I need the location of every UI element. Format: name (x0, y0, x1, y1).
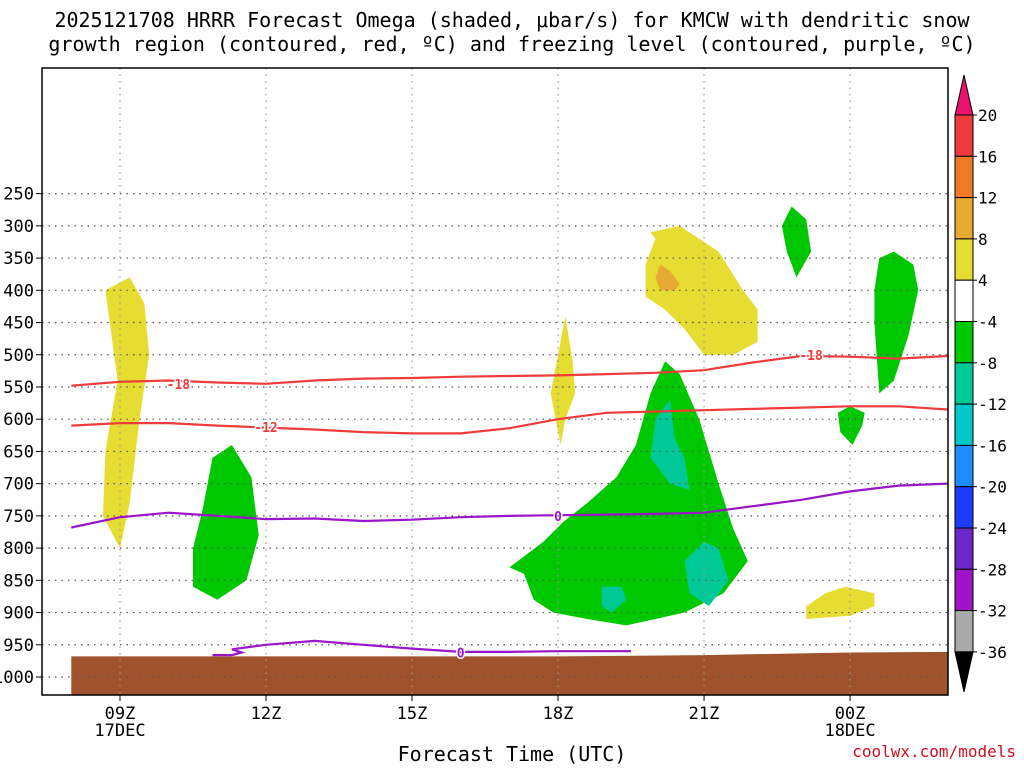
x-tick-label-09Z: 09Z (105, 704, 136, 724)
colorbar-swatch-4 (954, 238, 974, 281)
x-tick-date-00Z: 18DEC (824, 721, 875, 740)
colorbar-label-2: 12 (978, 189, 997, 208)
colorbar-arrow-top (954, 74, 974, 116)
omega-region-11 (837, 406, 865, 445)
freezing-contour-0-label-0: 0 (554, 510, 562, 525)
y-tick-label-750: 750 (3, 507, 34, 527)
y-tick-label-450: 450 (3, 314, 34, 334)
colorbar-swatch-9 (954, 444, 974, 488)
omega-shading (103, 206, 1024, 626)
colorbar-label-8: -16 (978, 436, 1007, 455)
colorbar-swatch-10 (954, 486, 974, 529)
x-tick-label-12Z: 12Z (251, 704, 282, 724)
grid-lines (42, 68, 948, 695)
colorbar-label-5: -4 (978, 313, 997, 332)
omega-chart: -18 -18 -12 0 0 250 300 350 400 450 500 550 600 650 7… (0, 67, 1024, 740)
colorbar-swatch-2 (954, 155, 974, 199)
colorbar: 20 16 12 8 4 -4 -8 -12 -16 -20 -24 -28 -32 -36 (954, 74, 1007, 693)
x-tick-year-09Z: 2025 (100, 738, 141, 740)
dendritic-contour-0 (71, 354, 948, 387)
omega-region-15 (1006, 439, 1024, 613)
plot-frame (41, 67, 949, 696)
ground-fill (71, 651, 948, 695)
colorbar-swatch-7 (954, 362, 974, 405)
omega-region-16 (1020, 471, 1024, 587)
colorbar-swatch-1 (954, 114, 974, 157)
y-tick-label-700: 700 (3, 475, 34, 495)
x-axis-label: Forecast Time (UTC) (397, 742, 627, 766)
colorbar-label-0: 20 (978, 106, 997, 125)
omega-region-12 (806, 586, 875, 619)
colorbar-arrow-bottom (954, 651, 974, 693)
colorbar-label-1: 16 (978, 147, 997, 166)
y-tick-label-1000: 1000 (0, 668, 34, 688)
dendritic-contour-1 (71, 405, 948, 435)
freezing-contour-1-label-0: 0 (457, 647, 465, 662)
colorbar-label-3: 8 (978, 230, 988, 249)
colorbar-swatch-13 (954, 610, 974, 653)
x-tick-label-21Z: 21Z (689, 704, 720, 724)
colorbar-swatch-5 (954, 279, 974, 323)
colorbar-swatch-12 (954, 568, 974, 612)
x-tick-label-00Z: 00Z (835, 704, 866, 724)
x-tick-date-09Z: 17DEC (94, 721, 145, 740)
y-tick-label-350: 350 (3, 249, 34, 269)
omega-region-1 (193, 445, 259, 600)
y-tick-label-250: 250 (3, 185, 34, 205)
colorbar-swatch-6 (954, 321, 974, 364)
y-tick-label-300: 300 (3, 217, 34, 237)
omega-region-8 (655, 264, 680, 291)
axes: 250 300 350 400 450 500 550 600 650 700 750 800 850 9… (0, 67, 949, 740)
colorbar-label-10: -24 (978, 519, 1007, 538)
freezing-contour-0 (71, 482, 948, 529)
chart-title-line1: 2025121708 HRRR Forecast Omega (shaded, … (54, 8, 970, 32)
ground-layer (71, 651, 948, 695)
colorbar-label-13: -36 (978, 643, 1007, 662)
colorbar-label-4: 4 (978, 271, 988, 290)
dendritic-contour-0-label-1: -18 (799, 349, 823, 364)
x-tick-label-15Z: 15Z (397, 704, 428, 724)
y-tick-label-650: 650 (3, 442, 34, 462)
omega-region-6 (601, 586, 627, 613)
colorbar-label-9: -20 (978, 478, 1007, 497)
y-tick-label-950: 950 (3, 636, 34, 656)
y-tick-label-900: 900 (3, 604, 34, 624)
colorbar-swatch-11 (954, 527, 974, 570)
y-tick-label-600: 600 (3, 410, 34, 430)
y-tick-label-800: 800 (3, 539, 34, 559)
omega-region-0 (103, 277, 150, 549)
y-tick-label-550: 550 (3, 378, 34, 398)
contour-lines: -18 -18 -12 0 0 (71, 347, 948, 663)
y-tick-label-500: 500 (3, 346, 34, 366)
x-tick-label-18Z: 18Z (543, 704, 574, 724)
colorbar-swatch-3 (954, 197, 974, 240)
omega-region-9 (781, 206, 812, 278)
dendritic-contour-0-label-0: -18 (167, 378, 191, 393)
dendritic-contour-1-label-0: -12 (254, 421, 277, 436)
y-tick-label-850: 850 (3, 571, 34, 591)
omega-region-5 (684, 541, 729, 607)
y-tick-label-400: 400 (3, 281, 34, 301)
omega-region-2 (550, 316, 576, 445)
colorbar-label-11: -28 (978, 560, 1007, 579)
colorbar-label-6: -8 (978, 354, 997, 373)
omega-region-7 (645, 225, 758, 355)
chart-title-line2: growth region (contoured, red, ºC) and f… (48, 32, 976, 56)
colorbar-label-7: -12 (978, 395, 1007, 414)
credit-link[interactable]: coolwx.com/models (852, 742, 1016, 761)
omega-region-4 (650, 399, 690, 491)
colorbar-label-12: -32 (978, 602, 1007, 621)
freezing-contour-1 (212, 639, 631, 657)
colorbar-swatch-8 (954, 403, 974, 446)
